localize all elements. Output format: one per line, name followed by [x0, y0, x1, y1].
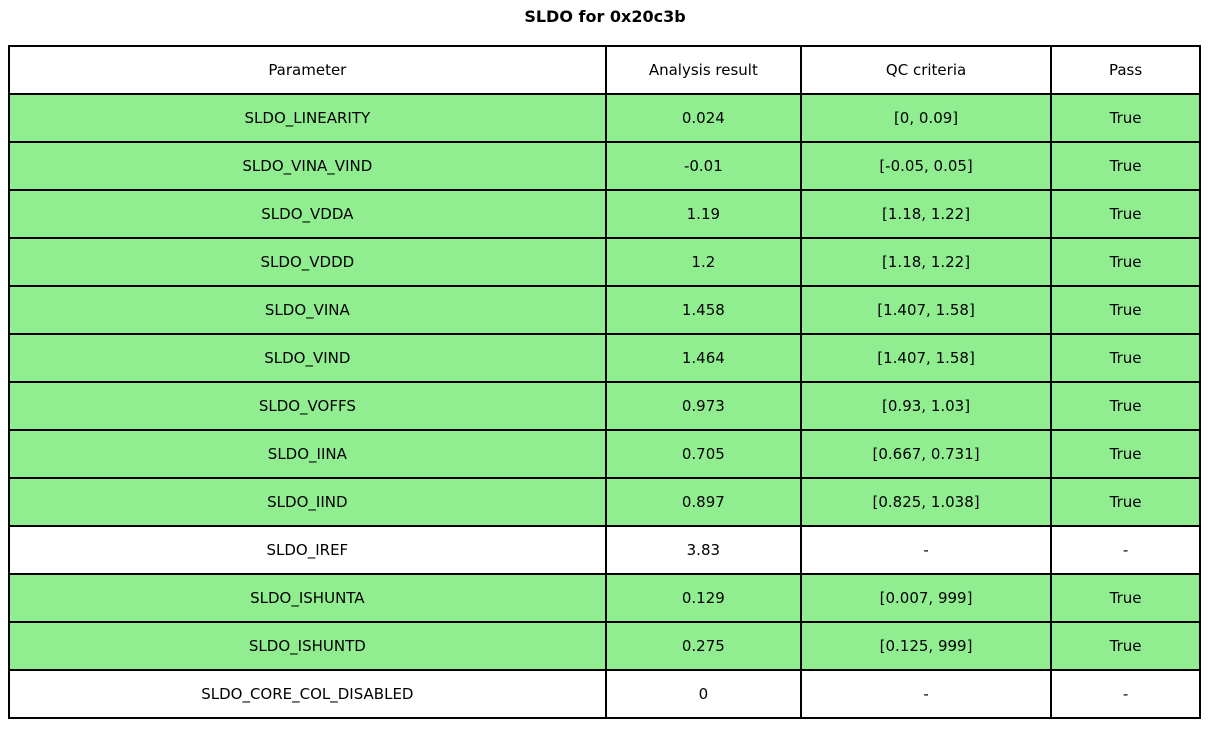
qc-criteria-cell: [1.18, 1.22]: [799, 237, 1053, 287]
qc-criteria-cell: -: [799, 669, 1053, 719]
analysis-result-cell: 0: [604, 669, 803, 719]
analysis-result-cell: 0.275: [604, 621, 803, 671]
table-row: SLDO_IREF 3.83 - -: [8, 525, 1201, 575]
parameter-cell: SLDO_VINA: [8, 285, 607, 335]
table-row: SLDO_ISHUNTD 0.275 [0.125, 999] True: [8, 621, 1201, 671]
table-row: SLDO_VINA_VIND -0.01 [-0.05, 0.05] True: [8, 141, 1201, 191]
table-row: SLDO_VINA 1.458 [1.407, 1.58] True: [8, 285, 1201, 335]
pass-cell: True: [1050, 333, 1201, 383]
qc-criteria-cell: [0, 0.09]: [799, 93, 1053, 143]
parameter-cell: SLDO_IIND: [8, 477, 607, 527]
analysis-result-cell: 0.705: [604, 429, 803, 479]
column-header-parameter: Parameter: [8, 45, 607, 95]
pass-cell: True: [1050, 285, 1201, 335]
analysis-result-cell: 1.458: [604, 285, 803, 335]
pass-cell: True: [1050, 477, 1201, 527]
parameter-cell: SLDO_CORE_COL_DISABLED: [8, 669, 607, 719]
table-body: SLDO_LINEARITY 0.024 [0, 0.09] True SLDO…: [8, 93, 1201, 719]
pass-cell: True: [1050, 237, 1201, 287]
pass-cell: -: [1050, 669, 1201, 719]
table-row: SLDO_CORE_COL_DISABLED 0 - -: [8, 669, 1201, 719]
analysis-result-cell: 1.19: [604, 189, 803, 239]
qc-criteria-cell: [0.825, 1.038]: [799, 477, 1053, 527]
figure-title: SLDO for 0x20c3b: [524, 7, 686, 26]
qc-criteria-cell: [1.18, 1.22]: [799, 189, 1053, 239]
parameter-cell: SLDO_IREF: [8, 525, 607, 575]
parameter-cell: SLDO_LINEARITY: [8, 93, 607, 143]
analysis-result-cell: -0.01: [604, 141, 803, 191]
parameter-cell: SLDO_ISHUNTD: [8, 621, 607, 671]
table-row: SLDO_LINEARITY 0.024 [0, 0.09] True: [8, 93, 1201, 143]
table-row: SLDO_VDDD 1.2 [1.18, 1.22] True: [8, 237, 1201, 287]
analysis-result-cell: 0.024: [604, 93, 803, 143]
qc-criteria-cell: [0.667, 0.731]: [799, 429, 1053, 479]
pass-cell: True: [1050, 621, 1201, 671]
parameter-cell: SLDO_VINA_VIND: [8, 141, 607, 191]
column-header-qc-criteria: QC criteria: [799, 45, 1053, 95]
table-row: SLDO_VIND 1.464 [1.407, 1.58] True: [8, 333, 1201, 383]
parameter-cell: SLDO_VIND: [8, 333, 607, 383]
qc-results-table: Parameter Analysis result QC criteria Pa…: [8, 45, 1201, 719]
qc-criteria-cell: [1.407, 1.58]: [799, 285, 1053, 335]
analysis-result-cell: 1.2: [604, 237, 803, 287]
column-header-analysis-result: Analysis result: [604, 45, 803, 95]
pass-cell: True: [1050, 141, 1201, 191]
pass-cell: True: [1050, 189, 1201, 239]
qc-criteria-cell: [-0.05, 0.05]: [799, 141, 1053, 191]
column-header-pass: Pass: [1050, 45, 1201, 95]
table-row: SLDO_ISHUNTA 0.129 [0.007, 999] True: [8, 573, 1201, 623]
parameter-cell: SLDO_ISHUNTA: [8, 573, 607, 623]
table-row: SLDO_VDDA 1.19 [1.18, 1.22] True: [8, 189, 1201, 239]
table-header-row: Parameter Analysis result QC criteria Pa…: [8, 45, 1201, 95]
table-row: SLDO_VOFFS 0.973 [0.93, 1.03] True: [8, 381, 1201, 431]
qc-criteria-cell: [1.407, 1.58]: [799, 333, 1053, 383]
parameter-cell: SLDO_VDDD: [8, 237, 607, 287]
table-row: SLDO_IIND 0.897 [0.825, 1.038] True: [8, 477, 1201, 527]
parameter-cell: SLDO_VDDA: [8, 189, 607, 239]
qc-criteria-cell: [0.93, 1.03]: [799, 381, 1053, 431]
pass-cell: True: [1050, 573, 1201, 623]
qc-criteria-cell: -: [799, 525, 1053, 575]
analysis-result-cell: 0.973: [604, 381, 803, 431]
parameter-cell: SLDO_IINA: [8, 429, 607, 479]
pass-cell: -: [1050, 525, 1201, 575]
pass-cell: True: [1050, 429, 1201, 479]
analysis-result-cell: 0.129: [604, 573, 803, 623]
qc-criteria-cell: [0.125, 999]: [799, 621, 1053, 671]
parameter-cell: SLDO_VOFFS: [8, 381, 607, 431]
analysis-result-cell: 3.83: [604, 525, 803, 575]
analysis-result-cell: 0.897: [604, 477, 803, 527]
analysis-result-cell: 1.464: [604, 333, 803, 383]
qc-criteria-cell: [0.007, 999]: [799, 573, 1053, 623]
pass-cell: True: [1050, 93, 1201, 143]
pass-cell: True: [1050, 381, 1201, 431]
table-row: SLDO_IINA 0.705 [0.667, 0.731] True: [8, 429, 1201, 479]
